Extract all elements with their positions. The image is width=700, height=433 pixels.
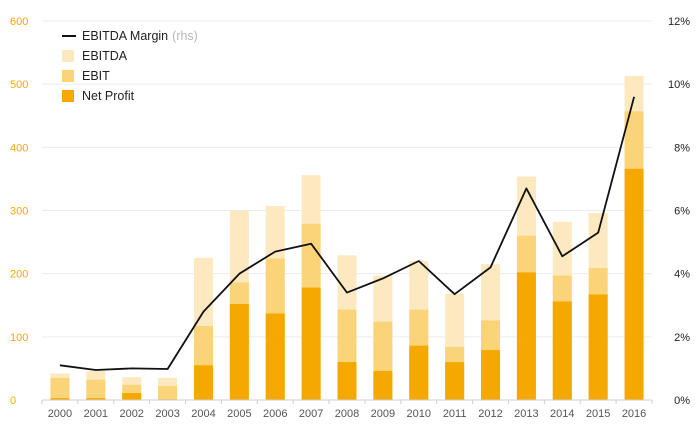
bar-net-profit — [301, 287, 321, 400]
legend-swatch — [62, 70, 74, 82]
bar-net-profit — [229, 303, 249, 400]
bar-net-profit — [86, 398, 106, 400]
x-tick-label: 2000 — [48, 408, 72, 420]
legend-swatch — [62, 50, 74, 62]
legend-label: EBITDA Margin — [82, 29, 169, 43]
legend-line-swatch — [62, 35, 76, 37]
bar-net-profit — [409, 345, 429, 400]
x-tick-label: 2016 — [622, 408, 646, 420]
right-tick-label: 2% — [674, 332, 690, 344]
right-tick-label: 10% — [668, 79, 690, 91]
left-tick-label: 100 — [10, 332, 28, 344]
legend-item-ebit: EBIT — [62, 66, 198, 86]
x-tick-label: 2007 — [299, 408, 323, 420]
legend-item-ebitda: EBITDA — [62, 46, 198, 66]
left-tick-label: 0 — [10, 395, 16, 407]
x-tick-label: 2010 — [407, 408, 431, 420]
x-tick-label: 2012 — [478, 408, 502, 420]
legend-swatch — [62, 90, 74, 102]
legend-label: EBIT — [82, 69, 110, 83]
gridlines — [42, 20, 652, 338]
legend-label: EBITDA — [82, 49, 128, 63]
bar-net-profit — [193, 365, 213, 400]
bar-net-profit — [445, 362, 465, 400]
bar-net-profit — [50, 398, 70, 400]
bar-net-profit — [481, 350, 501, 400]
legend-label: Net Profit — [82, 89, 135, 103]
x-tick-label: 2003 — [155, 408, 179, 420]
x-tick-label: 2011 — [443, 408, 467, 420]
axes: 2000 2001 2002 2003 2004 2005 2006 2007 2008 2009… — [10, 16, 690, 420]
x-tick-label: 2013 — [514, 408, 538, 420]
right-tick-label: 4% — [674, 269, 690, 281]
bar-net-profit — [265, 313, 285, 400]
right-tick-label: 0% — [674, 395, 690, 407]
right-tick-label: 6% — [674, 206, 690, 218]
left-tick-label: 300 — [10, 206, 28, 218]
bar-net-profit — [552, 301, 572, 400]
x-tick-label: 2009 — [371, 408, 395, 420]
bar-net-profit — [337, 362, 357, 400]
legend-item-net-profit: Net Profit — [62, 86, 198, 106]
bar-net-profit — [588, 294, 608, 400]
bar-net-profit — [516, 272, 536, 400]
x-tick-label: 2002 — [119, 408, 143, 420]
bars — [50, 75, 644, 400]
margin-line — [59, 96, 635, 371]
left-tick-label: 200 — [10, 269, 28, 281]
bar-net-profit — [122, 393, 142, 400]
x-tick-label: 2008 — [335, 408, 359, 420]
line-ebitda-margin — [59, 96, 635, 371]
x-tick-label: 2015 — [586, 408, 610, 420]
bar-net-profit — [373, 370, 393, 400]
x-tick-label: 2014 — [550, 408, 574, 420]
bar-ebit — [50, 377, 70, 400]
bar-ebit — [158, 386, 178, 400]
left-tick-label: 500 — [10, 79, 28, 91]
right-tick-label: 8% — [674, 142, 690, 154]
legend-item-margin: EBITDA Margin (rhs) — [62, 26, 198, 46]
bar-ebit — [86, 379, 106, 400]
left-tick-label: 600 — [10, 16, 28, 28]
x-tick-label: 2006 — [263, 408, 287, 420]
x-tick-label: 2004 — [191, 408, 215, 420]
left-tick-label: 400 — [10, 142, 28, 154]
right-tick-label: 12% — [668, 16, 690, 28]
legend: EBITDA Margin (rhs) EBITDA EBIT Net Prof… — [62, 26, 198, 106]
x-tick-label: 2005 — [227, 408, 251, 420]
bar-net-profit — [624, 168, 644, 400]
x-tick-label: 2001 — [84, 408, 108, 420]
legend-suffix: (rhs) — [172, 29, 198, 43]
